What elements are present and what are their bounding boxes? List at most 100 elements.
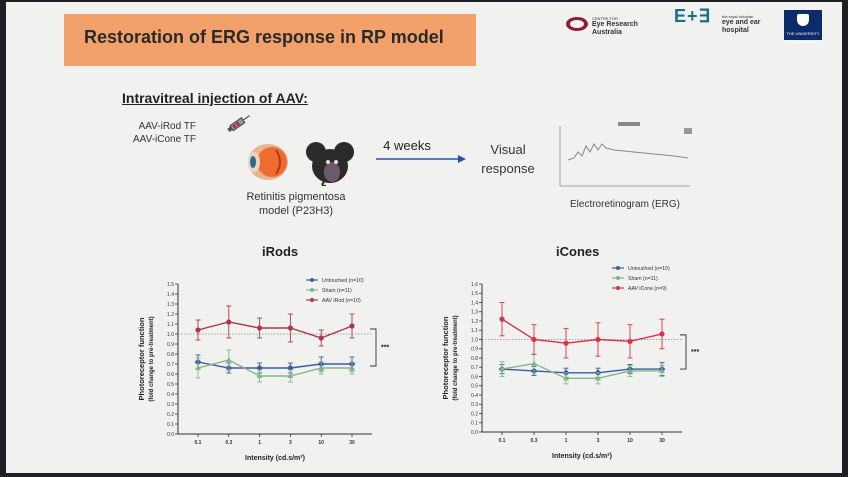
data-point-triangle	[563, 375, 569, 381]
y-tick-label: 0.8	[471, 356, 478, 362]
outcome-line2: response	[481, 161, 535, 176]
data-point-circle	[499, 316, 505, 322]
significance-bracket	[370, 328, 377, 367]
data-point-circle	[563, 340, 569, 346]
ee-mark: E+∃	[674, 6, 711, 26]
data-point-circle	[349, 323, 355, 329]
slide: Restoration of ERG response in RP model …	[6, 2, 842, 473]
y-tick-label: 0.9	[167, 342, 174, 348]
data-point-circle	[627, 338, 633, 344]
x-axis-label: Intensity (cd.s/m²)	[552, 453, 612, 460]
icones-chart: 0.0 0.1 0.2 0.3 0.4 0.5 0.6 0.7 0.8 0.9 1.0 1.1 1.2 1…	[441, 266, 699, 460]
data-point-circle	[287, 325, 293, 331]
series-line	[501, 362, 662, 380]
legend-marker	[616, 266, 620, 270]
mouse-icon	[306, 142, 354, 186]
significance-bracket	[680, 334, 687, 370]
rp-model-line2: model (P23H3)	[259, 205, 333, 217]
series-line	[197, 359, 352, 377]
x-tick-label: 0.3	[225, 440, 232, 446]
y-tick-label: 0.1	[471, 421, 478, 427]
y-tick-label: 0.7	[471, 365, 478, 371]
eye-ear-hospital-logo: E+∃ the royal victorian eye and ear hosp…	[674, 6, 774, 36]
y-tick-label: 1.2	[471, 319, 478, 325]
treatment-list: AAV-iRod TF AAV-iCone TF	[130, 120, 196, 146]
x-tick-label: 1	[565, 438, 568, 444]
legend-label: Sham (n=11)	[628, 276, 658, 282]
significance-label: ***	[381, 345, 389, 352]
y-tick-label: 0.2	[167, 412, 174, 418]
data-point-triangle	[349, 365, 355, 370]
y-axis-label: Photoreceptor function	[137, 317, 146, 400]
data-point-triangle	[659, 367, 665, 373]
y-tick-label: 0.2	[471, 411, 478, 417]
data-point-circle	[595, 336, 601, 343]
x-tick-label: 1	[258, 440, 261, 446]
data-point-triangle	[627, 367, 633, 373]
y-axis-label: Photoreceptor function	[441, 316, 450, 399]
y-tick-label: 1.3	[167, 302, 174, 308]
treatment-irod: AAV-iRod TF	[138, 121, 196, 132]
eye-icon	[248, 144, 288, 180]
y-tick-label: 1.4	[471, 300, 478, 306]
y-tick-label: 0.5	[167, 382, 174, 388]
data-point-triangle	[256, 373, 263, 378]
legend-marker	[616, 276, 620, 280]
y-tick-label: 0.6	[167, 372, 174, 378]
legend-label: AAV iCone (n=9)	[628, 286, 667, 292]
rp-model-line1: Retinitis pigmentosa	[246, 191, 346, 203]
data-point-triangle	[287, 373, 294, 378]
data-point-circle	[659, 331, 665, 337]
data-point-triangle	[531, 360, 537, 366]
y-tick-label: 0.9	[471, 347, 478, 353]
y-tick-label: 0.0	[167, 432, 174, 438]
legend-label: Sham (n=11)	[322, 288, 352, 294]
unimelb-logo-text: THE UNIVERSITY OF MELBOURNE	[786, 31, 820, 44]
erg-trace-thumbnail	[559, 122, 692, 187]
y-tick-label: 1.4	[167, 292, 174, 298]
data-point-circle	[226, 319, 232, 325]
y-tick-label: 1.5	[471, 291, 478, 297]
y-tick-label: 0.5	[471, 384, 478, 390]
cera-ring-icon	[566, 17, 588, 31]
x-tick-label: 0.1	[499, 438, 506, 444]
series-line	[197, 321, 353, 339]
y-tick-label: 0.3	[471, 402, 478, 408]
legend-marker	[616, 286, 620, 290]
treatment-icone: AAV-iCone TF	[133, 134, 196, 145]
x-tick-label: 3	[597, 438, 600, 444]
x-axis-label: Intensity (cd.s/m²)	[245, 455, 305, 462]
y-tick-label: 0.8	[167, 352, 174, 358]
legend-label: Untouched (n=10)	[628, 266, 670, 272]
data-point-circle	[257, 325, 263, 331]
data-point-circle	[531, 336, 537, 343]
x-tick-label: 30	[659, 438, 665, 444]
series-line	[197, 361, 352, 369]
y-tick-label: 0.4	[471, 393, 478, 399]
x-tick-label: 10	[627, 438, 633, 444]
y-tick-label: 1.6	[471, 282, 478, 288]
unimelb-logo: THE UNIVERSITY OF MELBOURNE	[784, 10, 822, 44]
y-axis-sublabel: (fold change to pre-treatment)	[453, 315, 459, 400]
y-tick-label: 1.3	[471, 310, 478, 316]
legend-label: AAV iRod (n=10)	[322, 298, 361, 304]
data-point-circle	[318, 335, 324, 341]
legend-label: Untouched (n=10)	[322, 278, 364, 284]
y-tick-label: 1.5	[167, 282, 174, 288]
y-axis-sublabel: (fold change to pre-treatment)	[149, 316, 155, 401]
syringe-icon	[227, 115, 250, 133]
y-tick-label: 1.1	[167, 322, 174, 328]
ee-logo-top: the royal victorian	[722, 14, 754, 19]
irods-chart-title: iRods	[262, 244, 299, 259]
cera-logo: CENTRE FOR Eye Research Australia	[566, 14, 656, 36]
erg-caption: Electroretinogram (ERG)	[569, 199, 681, 210]
irods-chart: 0.0 0.1 0.2 0.3 0.4 0.5 0.6 0.7 0.8 0.9 1.0 1.1 1.2 1…	[137, 278, 389, 462]
y-tick-label: 0.3	[167, 402, 174, 408]
y-tick-label: 0.1	[167, 422, 174, 428]
cera-logo-top: CENTRE FOR	[592, 16, 618, 21]
series-line	[501, 368, 662, 374]
data-point-triangle	[318, 365, 325, 370]
legend-marker	[310, 278, 314, 282]
y-tick-label: 1.2	[167, 312, 174, 318]
x-tick-label: 0.3	[531, 438, 538, 444]
